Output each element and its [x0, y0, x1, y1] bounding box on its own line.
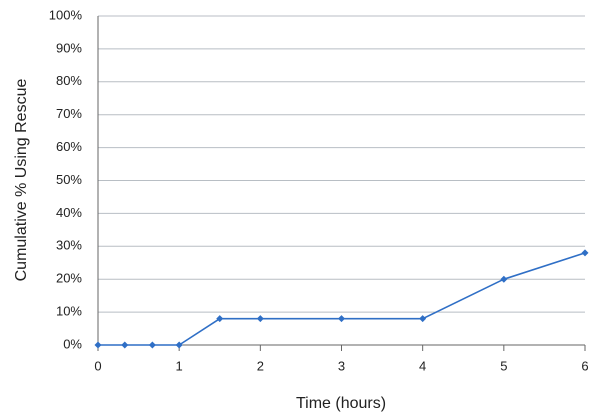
marker	[94, 341, 102, 349]
y-tick-label: 80%	[56, 73, 82, 88]
y-tick-label: 10%	[56, 304, 82, 319]
y-tick-label: 100%	[49, 7, 83, 22]
y-axis-title: Cumulative % Using Rescue	[13, 79, 30, 282]
marker	[256, 315, 264, 323]
marker	[121, 341, 129, 349]
y-tick-label: 30%	[56, 238, 82, 253]
marker	[148, 341, 156, 349]
y-tick-label: 90%	[56, 40, 82, 55]
y-tick-label: 50%	[56, 172, 82, 187]
x-tick-label: 3	[338, 358, 345, 373]
line	[98, 252, 586, 346]
marker	[216, 315, 224, 323]
marker	[500, 275, 508, 283]
x-tick-label: 6	[581, 358, 588, 373]
x-tick-label: 5	[500, 358, 507, 373]
marker	[581, 249, 589, 257]
x-tick-label: 0	[94, 358, 101, 373]
x-axis-title: Time (hours)	[296, 395, 386, 412]
marker	[338, 315, 345, 323]
y-tick-label: 70%	[56, 106, 82, 121]
x-tick-label: 1	[176, 358, 183, 373]
y-tick-label: 0%	[63, 336, 82, 351]
x-tick-label: 2	[257, 358, 264, 373]
x-tick-label: 4	[419, 358, 426, 373]
marker	[175, 341, 183, 349]
marker	[419, 315, 427, 323]
y-tick-label: 40%	[56, 205, 82, 220]
y-tick-label: 60%	[56, 139, 82, 154]
y-tick-label: 20%	[56, 271, 82, 286]
